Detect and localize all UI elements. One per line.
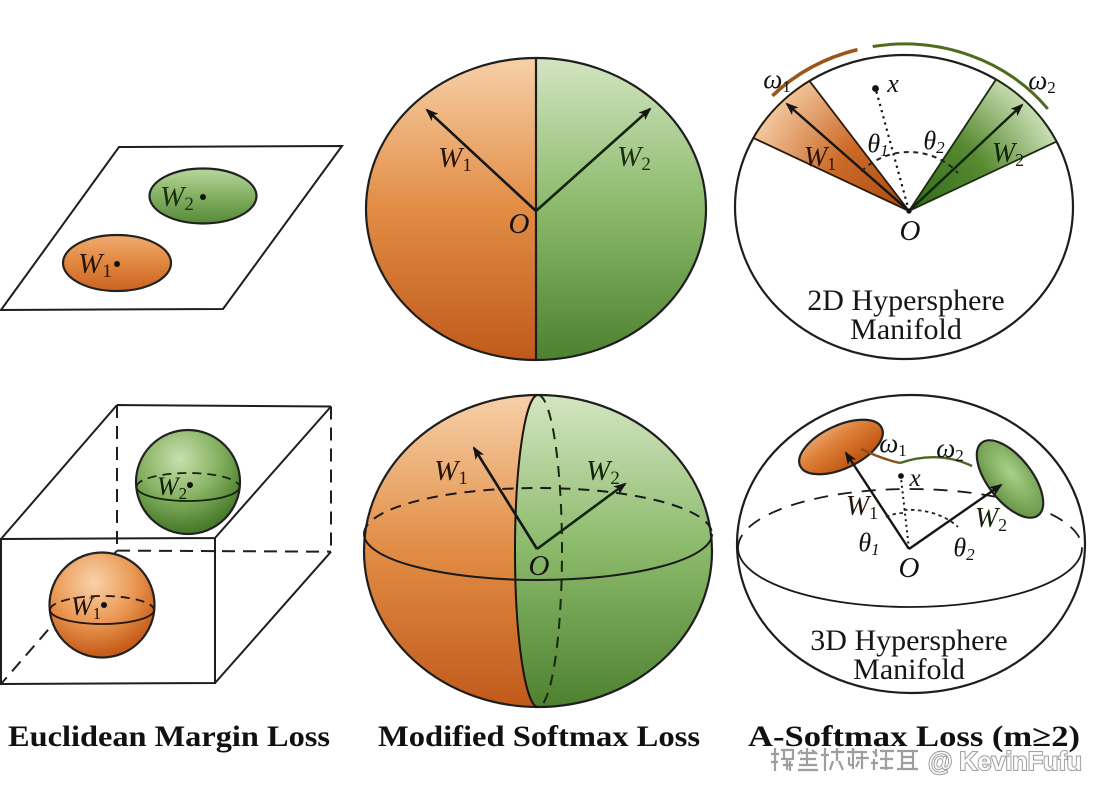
- svg-text:Modified Softmax Loss: Modified Softmax Loss: [378, 720, 700, 753]
- svg-text:O: O: [509, 208, 530, 240]
- svg-text:3D Hypersphere: 3D Hypersphere: [810, 624, 1007, 657]
- svg-text:x: x: [886, 69, 899, 98]
- svg-text:O: O: [529, 550, 550, 582]
- svg-text:W1: W1: [438, 142, 472, 176]
- svg-text:@ KevinFufu: @ KevinFufu: [928, 746, 1082, 776]
- svg-text:O: O: [899, 552, 920, 584]
- svg-text:O: O: [900, 215, 921, 247]
- svg-text:Manifold: Manifold: [853, 653, 965, 686]
- svg-text:2D Hypersphere: 2D Hypersphere: [807, 284, 1004, 317]
- svg-text:A-Softmax Loss (m≥2): A-Softmax Loss (m≥2): [748, 720, 1080, 753]
- svg-text:x: x: [908, 465, 920, 492]
- svg-text:Manifold: Manifold: [850, 313, 962, 346]
- svg-text:Euclidean Margin Loss: Euclidean Margin Loss: [8, 720, 330, 753]
